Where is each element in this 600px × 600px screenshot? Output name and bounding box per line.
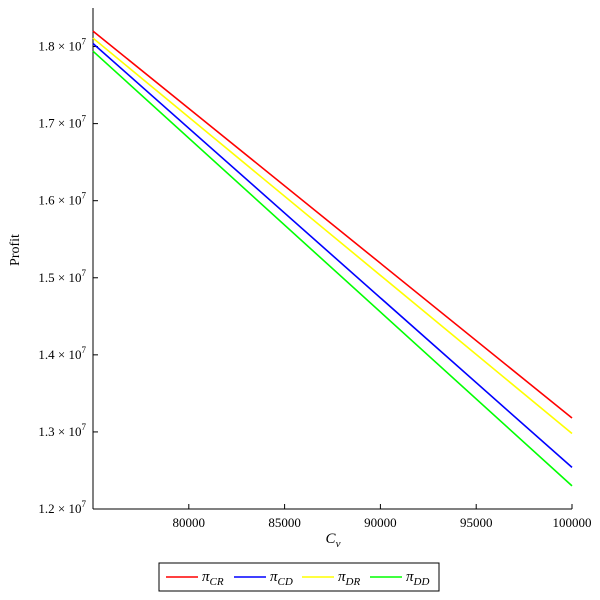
x-tick-label: 80000: [173, 515, 206, 530]
y-axis: 1.2 × 107 1.3 × 107 1.4 × 107 1.5 × 107 1.6 …: [38, 8, 98, 516]
legend-label-dd: πDD: [406, 569, 429, 588]
x-ticks: 80000 85000 90000 95000 100000: [173, 504, 592, 530]
series-line-dr: [92, 37, 573, 435]
y-ticks: 1.2 × 107 1.3 × 107 1.4 × 107 1.5 × 107 1.6 …: [38, 37, 98, 516]
x-axis-label: Cv: [326, 531, 341, 550]
legend-label-dr: πDR: [338, 569, 360, 588]
series-lines: [92, 30, 573, 487]
y-tick-label: 1.3 × 107: [38, 422, 86, 439]
legend-label-cd: πCD: [270, 569, 293, 588]
y-tick-label: 1.4 × 107: [38, 345, 86, 362]
series-line-dd: [92, 50, 573, 487]
x-tick-label: 100000: [553, 515, 592, 530]
legend: πCR πCD πDR πDD: [158, 562, 440, 592]
legend-label-cr: πCR: [202, 569, 224, 588]
x-tick-label: 90000: [364, 515, 397, 530]
legend-items: πCR πCD πDR πDD: [166, 569, 429, 588]
x-tick-label: 95000: [460, 515, 493, 530]
series-line-cr: [92, 30, 573, 419]
series-line-cd: [92, 42, 573, 468]
y-axis-label: Profit: [8, 234, 23, 266]
y-tick-label: 1.5 × 107: [38, 268, 86, 285]
y-tick-label: 1.8 × 107: [38, 37, 86, 54]
y-tick-label: 1.2 × 107: [38, 499, 86, 516]
y-tick-label: 1.7 × 107: [38, 114, 86, 131]
x-tick-label: 85000: [268, 515, 301, 530]
x-axis: 80000 85000 90000 95000 100000: [93, 504, 592, 530]
y-tick-label: 1.6 × 107: [38, 191, 86, 208]
